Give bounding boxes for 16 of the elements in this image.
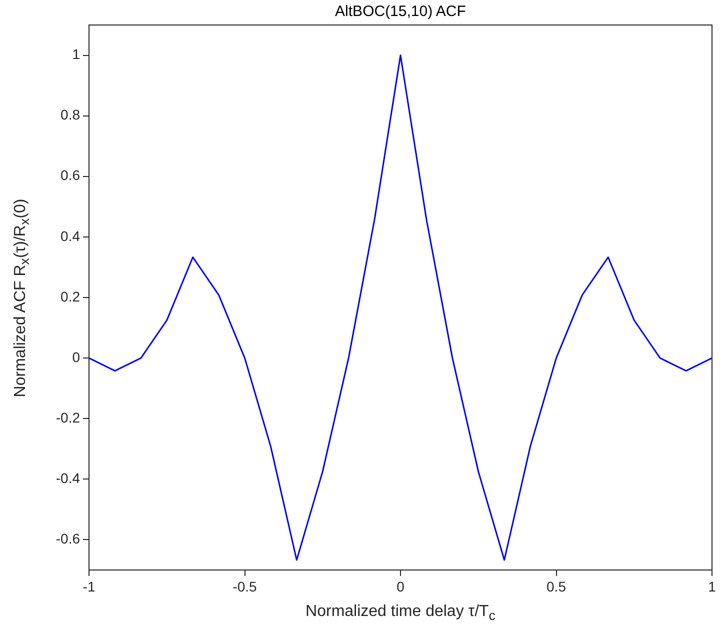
x-tick-label: 0 [396,578,405,594]
y-tick-label: 1 [72,46,80,62]
x-axis-title: Normalized time delay τ/T$_{c}$ [306,603,496,624]
y-tick-label: 0 [72,348,80,365]
x-tick-label: -0.5 [232,578,258,594]
x-tick-label: -1 [82,578,96,594]
y-tick-label: 0.4 [60,228,80,244]
y-tick-label: 0.6 [60,167,80,184]
y-tick-label: 0.2 [60,288,80,304]
chart-title: AltBOC(15,10) ACF [335,3,466,20]
y-tick-label: -0.4 [56,470,80,486]
x-tick-label: 1 [708,578,716,594]
y-tick-label: 0.8 [60,106,80,123]
y-tick-label: -0.6 [56,530,80,547]
y-tick-label: -0.2 [56,409,80,426]
x-tick-label: 0.5 [546,578,566,594]
